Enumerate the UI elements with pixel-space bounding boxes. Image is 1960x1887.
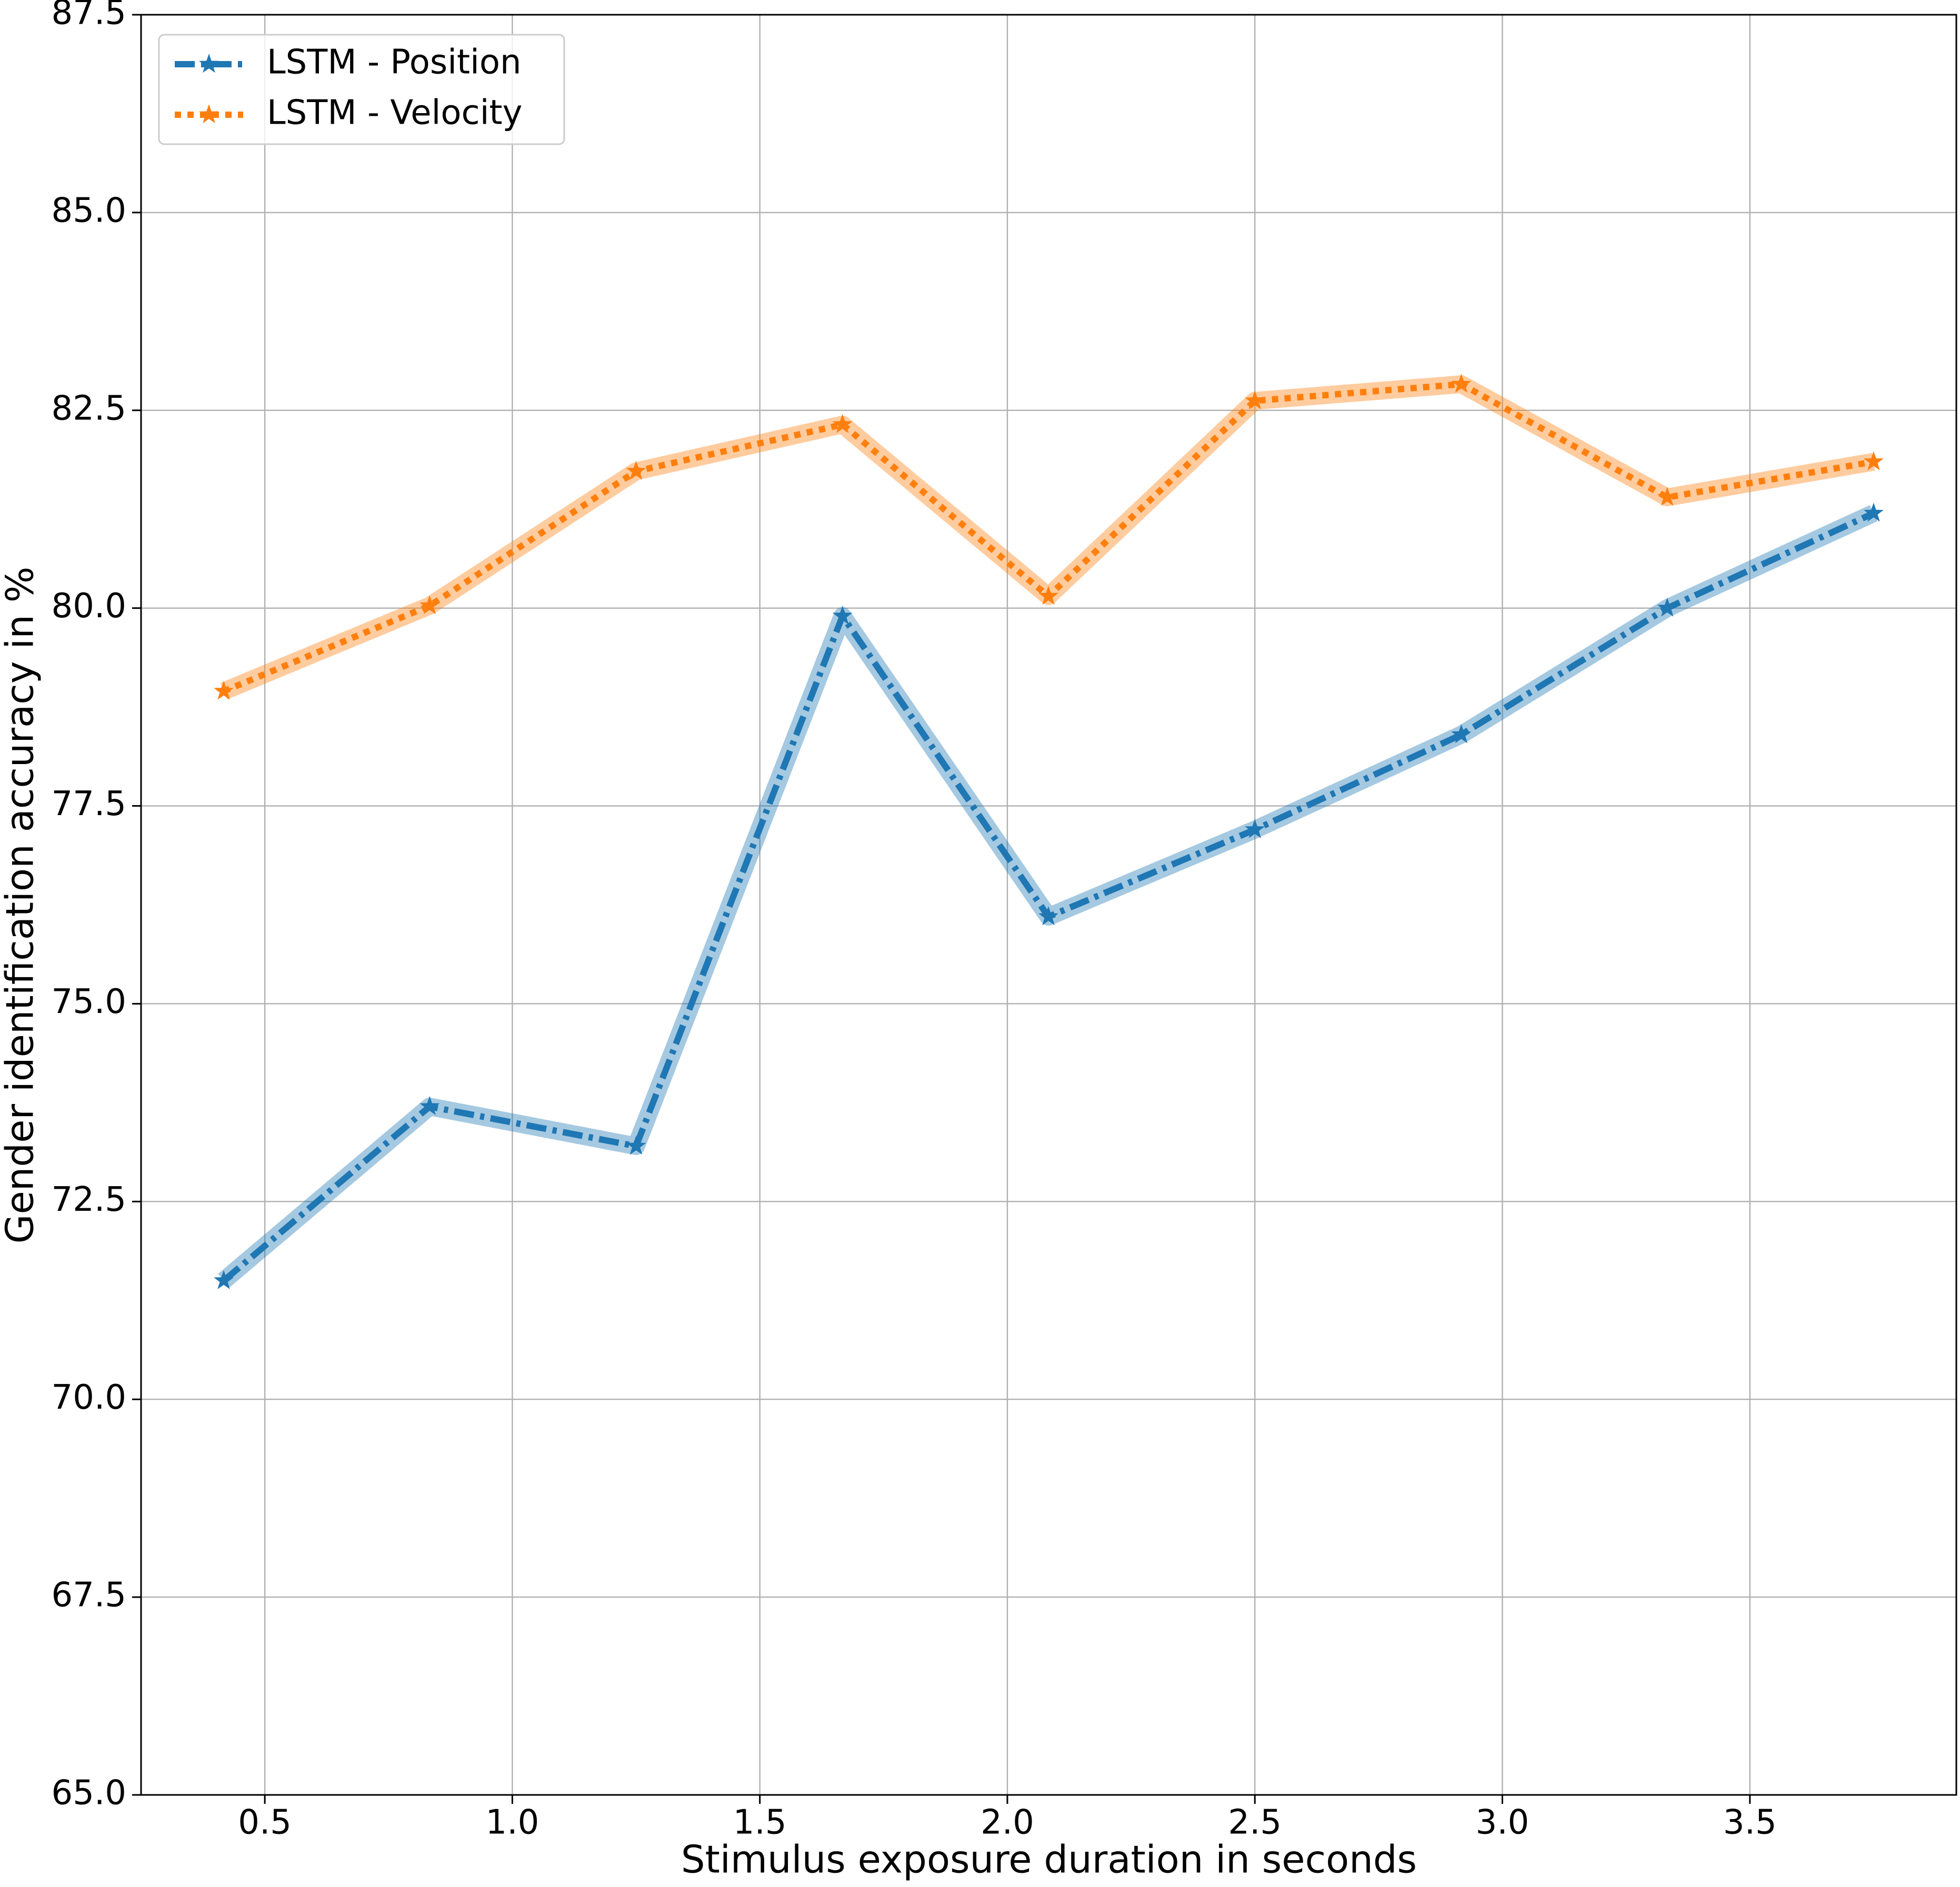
marker xyxy=(626,1136,646,1155)
y-tick-label: 72.5 xyxy=(52,1180,127,1219)
y-tick-label: 80.0 xyxy=(52,587,127,626)
marker xyxy=(1245,819,1265,838)
legend: LSTM - Position LSTM - Velocity xyxy=(158,34,565,145)
marker xyxy=(419,595,440,615)
x-tick-label: 0.5 xyxy=(238,1803,292,1842)
marker xyxy=(1657,597,1677,617)
marker xyxy=(1451,724,1472,744)
marker xyxy=(1863,503,1884,522)
y-tick-label: 77.5 xyxy=(52,785,127,824)
marker xyxy=(1657,487,1677,506)
y-tick-label: 67.5 xyxy=(52,1576,127,1615)
marker xyxy=(832,605,853,625)
y-tick-label: 82.5 xyxy=(52,389,127,428)
line-band xyxy=(218,505,1878,1288)
x-tick-label: 3.0 xyxy=(1476,1803,1529,1842)
legend-frame xyxy=(158,34,565,145)
y-tick-label: 87.5 xyxy=(52,0,127,33)
marker xyxy=(1245,390,1265,409)
marker xyxy=(214,1270,234,1289)
x-axis-label: Stimulus exposure duration in seconds xyxy=(681,1838,1417,1882)
plot-frame xyxy=(140,14,1957,1796)
x-tick-label: 2.5 xyxy=(1228,1803,1282,1842)
legend-label: LSTM - Position xyxy=(267,43,522,82)
marker xyxy=(1038,906,1059,926)
line-band xyxy=(220,375,1875,700)
marker xyxy=(1863,451,1884,470)
x-tick-label: 1.0 xyxy=(486,1803,539,1842)
y-tick-label: 75.0 xyxy=(52,982,127,1021)
marker xyxy=(1038,586,1059,605)
legend-marker xyxy=(199,54,219,73)
legend-marker xyxy=(199,104,219,124)
line xyxy=(222,381,1874,695)
y-tick-label: 70.0 xyxy=(52,1378,127,1417)
legend-label: LSTM - Velocity xyxy=(267,94,522,133)
y-axis-label: Gender identification accuracy in % xyxy=(0,567,42,1244)
x-tick-label: 2.0 xyxy=(981,1803,1034,1842)
marker xyxy=(626,460,646,480)
y-tick-label: 85.0 xyxy=(52,191,127,230)
y-tick-label: 65.0 xyxy=(52,1774,127,1813)
marker xyxy=(1451,374,1472,393)
x-tick-label: 1.5 xyxy=(733,1803,787,1842)
marker xyxy=(419,1096,440,1116)
x-tick-label: 3.5 xyxy=(1723,1803,1777,1842)
marker xyxy=(214,680,234,700)
marker xyxy=(832,414,853,433)
